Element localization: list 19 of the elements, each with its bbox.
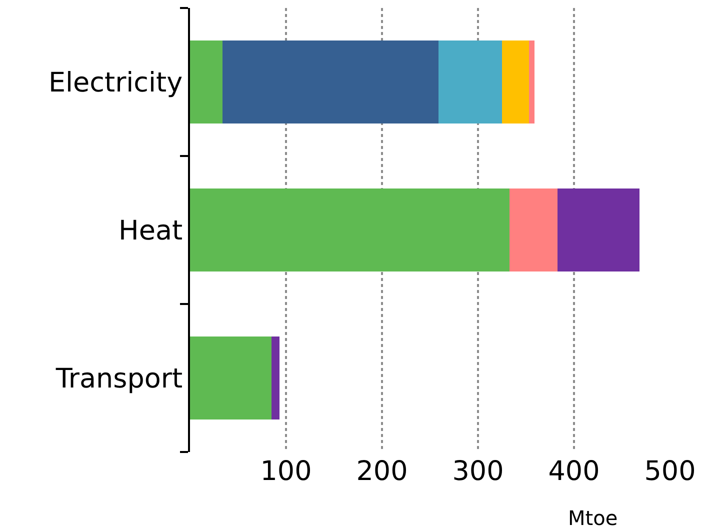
bar	[190, 336, 272, 420]
bar	[190, 188, 510, 272]
x-tick-label: 400	[548, 456, 600, 487]
bar	[502, 40, 529, 124]
x-axis-title: Mtoe	[568, 506, 618, 530]
x-tick-label: 200	[356, 456, 408, 487]
x-tick-label: 300	[452, 456, 504, 487]
bar	[438, 40, 502, 124]
bar	[272, 336, 280, 420]
bar	[190, 40, 223, 124]
bar	[510, 188, 558, 272]
y-tick-label: Electricity	[48, 67, 183, 98]
x-tick-label: 500	[644, 456, 696, 487]
bar	[528, 40, 535, 124]
bar	[222, 40, 439, 124]
y-tick-label: Heat	[118, 215, 183, 246]
x-tick-label: 100	[260, 456, 312, 487]
bar	[558, 188, 640, 272]
y-tick-label: Transport	[54, 363, 183, 394]
